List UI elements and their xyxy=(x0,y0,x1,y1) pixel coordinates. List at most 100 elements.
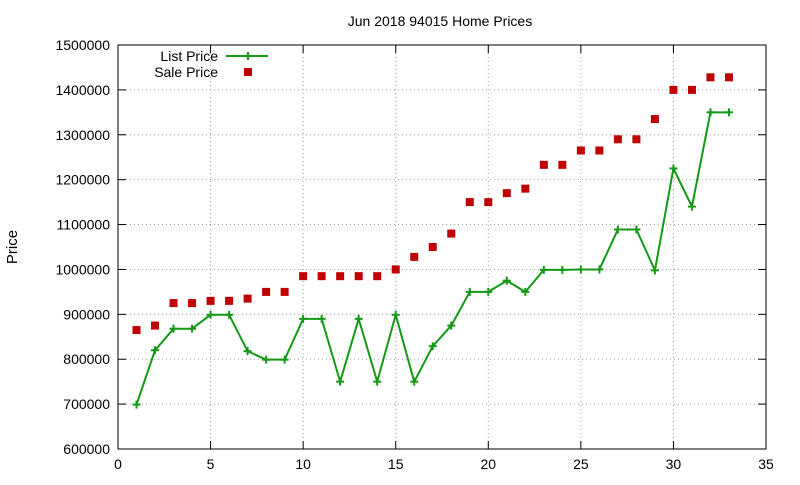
list-price-point xyxy=(410,377,419,386)
list-price-point xyxy=(539,265,548,274)
list-price-point xyxy=(132,400,141,409)
x-tick-label: 10 xyxy=(295,456,311,472)
sale-price-point xyxy=(132,326,141,335)
y-tick-label: 700000 xyxy=(63,396,110,412)
list-price-point xyxy=(428,342,437,351)
grid xyxy=(118,45,766,449)
sale-price-point xyxy=(669,85,678,94)
list-price-point xyxy=(595,265,604,274)
sale-price-point xyxy=(373,272,382,281)
sale-price-point xyxy=(687,85,696,94)
sale-price-point xyxy=(502,189,511,198)
sale-price-point xyxy=(188,299,197,308)
sale-price-point xyxy=(428,243,437,251)
x-tick-label: 0 xyxy=(114,456,122,472)
y-tick-label: 600000 xyxy=(63,441,110,457)
plot-frame xyxy=(117,44,767,450)
list-price-point xyxy=(243,347,252,356)
legend-label: List Price xyxy=(160,48,218,64)
sale-price-point xyxy=(632,135,641,144)
list-price-point xyxy=(465,287,474,296)
list-price-point xyxy=(354,314,363,323)
y-tick-label: 1300000 xyxy=(55,127,110,143)
list-price-point xyxy=(225,310,234,319)
list-price-point xyxy=(151,346,160,355)
chart-title: Jun 2018 94015 Home Prices xyxy=(348,13,532,29)
x-tick-label: 15 xyxy=(388,456,404,472)
sale-price-point xyxy=(706,73,715,82)
legend-label: Sale Price xyxy=(154,64,218,80)
sale-price-point xyxy=(447,229,456,238)
legend-square-swatch xyxy=(244,68,252,76)
list-price-point xyxy=(188,324,197,333)
sale-price-point xyxy=(336,272,345,281)
list-price-point xyxy=(206,310,215,319)
y-tick-label: 1000000 xyxy=(55,261,110,277)
y-tick-label: 1500000 xyxy=(55,37,110,53)
sale-price-point xyxy=(724,73,733,82)
sale-price-point xyxy=(225,296,234,305)
list-price-point xyxy=(373,377,382,386)
list-price-point xyxy=(484,287,493,296)
list-price-point xyxy=(317,314,326,323)
sale-price-point xyxy=(206,296,215,305)
y-tick-label: 1200000 xyxy=(55,172,110,188)
sale-price-point xyxy=(151,321,160,330)
sale-price-point xyxy=(558,160,567,169)
list-price-point xyxy=(391,310,400,319)
sale-price-point xyxy=(539,160,548,169)
sale-price-point xyxy=(465,198,474,207)
series-1 xyxy=(132,73,733,335)
sale-price-point xyxy=(410,252,419,261)
y-tick-label: 900000 xyxy=(63,306,110,322)
sale-price-point xyxy=(484,198,493,207)
list-price-point xyxy=(299,314,308,323)
series-0 xyxy=(132,108,733,409)
list-price-point xyxy=(576,265,585,274)
y-tick-label: 800000 xyxy=(63,351,110,367)
sale-price-point xyxy=(262,287,271,296)
sale-price-point xyxy=(613,135,622,144)
list-price-point xyxy=(613,225,622,234)
y-axis-label: Price xyxy=(4,230,21,264)
list-price-point xyxy=(502,276,511,285)
x-tick-label: 35 xyxy=(758,456,774,472)
list-price-point xyxy=(724,108,733,117)
list-price-point xyxy=(558,265,567,274)
list-price-point xyxy=(687,202,696,211)
sale-price-point xyxy=(317,272,326,281)
list-price-point xyxy=(336,377,345,386)
y-tick-label: 1100000 xyxy=(57,217,111,233)
x-tick-label: 30 xyxy=(666,456,682,472)
sale-price-point xyxy=(521,184,530,193)
x-tick-label: 25 xyxy=(573,456,589,472)
list-price-point xyxy=(262,355,271,364)
sale-price-point xyxy=(391,265,400,274)
axis-ticks: 600000 700000 800000 900000 1000000 1100000 12… xyxy=(55,37,774,472)
sale-price-point xyxy=(576,146,585,155)
legend-plus-swatch xyxy=(244,52,252,60)
x-tick-label: 20 xyxy=(480,456,496,472)
list-price-point xyxy=(447,321,456,330)
list-price-point xyxy=(650,266,659,275)
list-price-point xyxy=(280,355,289,364)
list-price-point xyxy=(632,225,641,234)
sale-price-point xyxy=(650,115,659,124)
sale-price-point xyxy=(280,287,289,296)
list-price-point xyxy=(169,324,178,333)
y-tick-label: 1400000 xyxy=(55,82,110,98)
list-price-point xyxy=(521,287,530,296)
list-price-line xyxy=(135,111,729,405)
sale-price-point xyxy=(169,299,178,308)
sale-price-point xyxy=(354,272,363,281)
sale-price-point xyxy=(595,146,604,155)
sale-price-point xyxy=(243,294,252,303)
series xyxy=(132,73,733,409)
list-price-point xyxy=(706,108,715,117)
x-tick-label: 5 xyxy=(207,456,215,472)
list-price-point xyxy=(669,164,678,173)
sale-price-point xyxy=(299,272,308,281)
